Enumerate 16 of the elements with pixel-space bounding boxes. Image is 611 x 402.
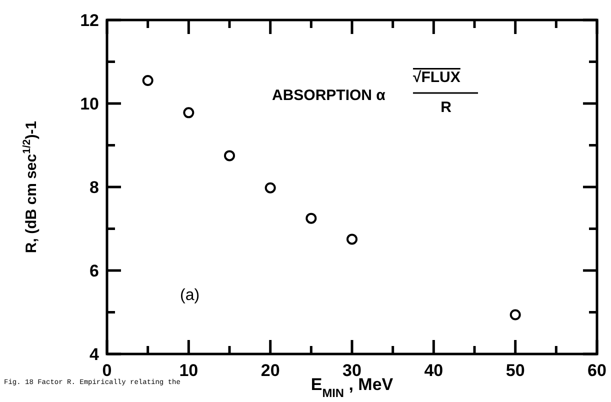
annotation: R bbox=[440, 99, 452, 116]
y-tick-label: 10 bbox=[80, 94, 99, 114]
y-tick-label: 4 bbox=[90, 345, 100, 364]
annotation: √FLUX bbox=[413, 69, 460, 86]
annotation: ABSORPTION α bbox=[272, 87, 386, 104]
x-axis-title: E$_{MIN}$ , MeV bbox=[310, 375, 394, 400]
x-tick-label: 0 bbox=[102, 361, 112, 380]
x-tick-label: 20 bbox=[260, 361, 280, 380]
x-tick-label: 60 bbox=[588, 361, 606, 380]
y-tick-label: 12 bbox=[80, 11, 99, 30]
x-tick-label: 50 bbox=[506, 361, 525, 380]
y-tick-label: 6 bbox=[90, 262, 99, 280]
x-tick-label: 40 bbox=[424, 361, 444, 380]
annotation: (a) bbox=[180, 287, 200, 304]
x-tick-label: 10 bbox=[179, 361, 198, 380]
y-tick-label: 8 bbox=[90, 178, 99, 197]
